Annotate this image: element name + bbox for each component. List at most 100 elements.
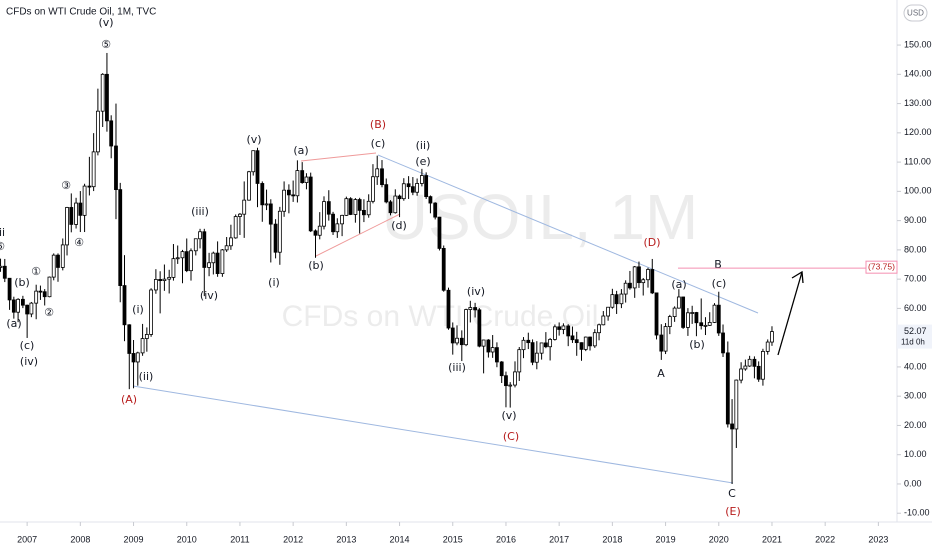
candle-body [149,289,153,335]
candle-body [175,257,180,260]
candle-body [215,252,220,274]
candle-body [242,199,247,215]
x-tick-label: 2009 [124,534,144,544]
candle-body [100,73,105,112]
wave-label: ⑤ [101,38,111,51]
wave-label: ④ [74,236,84,249]
candle-body [273,223,278,253]
x-tick-label: 2013 [336,534,356,544]
candle-body [122,285,127,326]
candle-body [650,269,655,294]
wave-label: (b) [308,259,324,272]
candle-body [118,189,123,286]
candle-body [739,368,744,381]
wave-label: (a) [6,317,21,330]
y-tick-label: 20.00 [904,420,927,430]
candle-body [65,207,69,246]
candle-body [676,296,681,309]
arrow-head [791,270,804,284]
y-tick-label: 90.00 [904,215,927,225]
x-tick-label: 2012 [283,534,303,544]
candle-body [25,304,30,315]
candle-body [743,365,748,370]
candle-body [60,244,65,268]
wave-label: B [714,258,722,271]
candle-body [734,379,739,430]
candle-body [211,252,216,264]
candle-body [623,282,628,295]
wave-labels: ii⑤(b)①(a)②(c)(iv)③④(v)⑤(i)(ii)(A)(iii)(… [0,16,741,518]
projection-arrow [777,271,803,356]
candle-body [424,175,429,198]
wave-label: ① [31,265,41,278]
candle-body [251,150,256,173]
wave-label: (ii) [416,139,431,152]
candle-body [0,265,3,268]
candle-body [51,254,56,278]
x-tick-label: 2022 [815,534,835,544]
wave-label: A [657,367,665,380]
candle-body [344,198,349,216]
candle-body [437,216,442,249]
candle-body [721,332,725,354]
candle-body [255,150,260,184]
candle-body [450,327,455,344]
candle-body [38,290,43,293]
candle-body [7,277,12,301]
candle-body [144,334,149,339]
wave-label: (a) [293,144,308,157]
wave-label: (iv) [467,285,485,298]
candle-body [508,384,513,387]
candle-body [198,231,202,240]
y-tick-label: 30.00 [904,391,927,401]
candle-body [574,339,579,344]
candle-body [410,186,415,193]
candle-body [561,325,566,330]
candle-body [91,151,96,188]
candle-body [614,294,619,305]
candle-body [167,276,172,280]
candle-body [69,207,74,225]
wave-label: (c) [20,339,35,352]
wave-label: (ii) [139,370,154,383]
candle-body [725,352,730,425]
candle-body [291,194,296,197]
candle-body [357,199,362,211]
candle-body [601,315,606,326]
wave-label: (i) [268,276,280,289]
candle-body [499,361,504,377]
candle-body [300,170,305,183]
x-tick-label: 2020 [709,534,729,544]
y-tick-label: 40.00 [904,361,927,371]
wave-label: (b) [14,276,30,289]
x-tick-label: 2010 [177,534,197,544]
candle-body [765,341,770,352]
candle-body [455,337,459,344]
candle-body [380,168,384,186]
candle-body [756,365,761,380]
candle-body [632,266,637,289]
last-price-box [897,324,932,349]
candle-body [667,316,672,327]
y-tick-label: 110.00 [904,156,931,166]
candle-body [659,334,664,352]
x-tick-label: 2019 [656,534,676,544]
wave-label: (iv) [200,289,218,302]
drawings [132,152,804,484]
x-tick-label: 2014 [390,534,410,544]
watermark: USOIL, 1M CFDs on WTI Crude Oil [282,181,699,333]
y-tick-label: 150.00 [904,39,932,49]
level-label-box [865,260,898,274]
y-tick-label: 80.00 [904,244,927,254]
y-tick-label: 0.00 [904,478,922,488]
candle-body [105,73,109,122]
candle-body [135,352,140,363]
wave-label: (c) [371,137,386,150]
candle-body [202,231,207,268]
candle-body [264,203,269,206]
candle-body [566,325,571,337]
candle-body [87,185,92,188]
trend-line [132,385,734,484]
